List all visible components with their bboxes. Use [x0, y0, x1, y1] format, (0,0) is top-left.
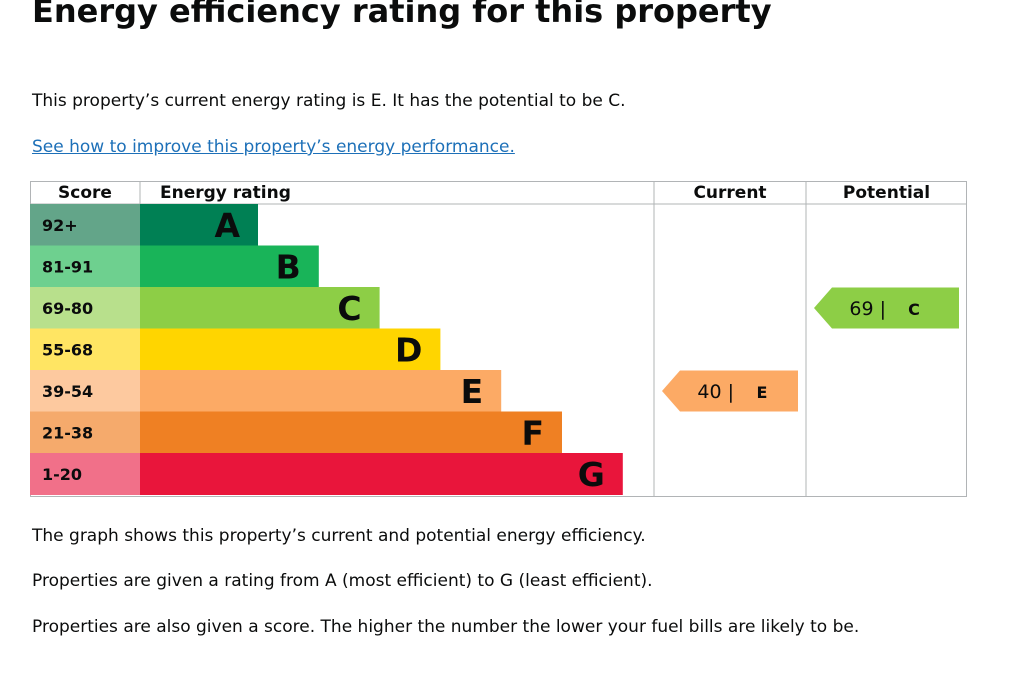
rating-letter-b: B — [276, 247, 301, 286]
rating-bar-b — [140, 245, 319, 288]
potential-rating-letter: C — [908, 300, 920, 319]
page-title: Energy efficiency rating for this proper… — [32, 0, 772, 30]
intro-text: This property’s current energy rating is… — [32, 91, 626, 111]
rating-letter-c: C — [337, 289, 361, 328]
rating-bar-f — [140, 411, 562, 454]
current-rating-letter: E — [757, 383, 768, 402]
header-energy-rating: Energy rating — [160, 183, 291, 203]
rating-letter-d: D — [395, 330, 422, 369]
score-range-label: 92+ — [42, 216, 78, 235]
improve-performance-link[interactable]: See how to improve this property’s energ… — [32, 137, 515, 157]
score-range-cell — [30, 287, 140, 329]
score-range-cell — [30, 453, 140, 495]
header-potential: Potential — [843, 183, 930, 203]
potential-score-label: 69 | — [849, 298, 886, 320]
explanation-graph: The graph shows this property’s current … — [32, 526, 646, 546]
current-score-label: 40 | — [697, 381, 734, 403]
energy-rating-chart: Score Energy rating Current Potential 92+ A 8… — [30, 181, 967, 497]
score-range-cell — [30, 370, 140, 412]
rating-bar-e — [140, 370, 502, 412]
rating-letter-g: G — [578, 455, 605, 494]
score-range-cell — [30, 204, 140, 246]
score-range-label: 69-80 — [42, 299, 93, 318]
score-range-label: 81-91 — [42, 257, 93, 276]
score-range-cell — [30, 411, 140, 454]
score-range-label: 39-54 — [42, 382, 93, 401]
rating-letter-a: A — [214, 206, 240, 245]
rating-markers: 40 | E 69 | C — [662, 287, 959, 412]
header-current: Current — [693, 183, 766, 203]
rating-bands: 92+ A 81-91 B 69-80 C 55-68 D 39-54 E 21-38 F 1-20 G — [30, 204, 623, 495]
potential-rating-arrow — [814, 287, 959, 329]
rating-letter-f: F — [521, 413, 544, 452]
score-range-cell — [30, 328, 140, 371]
chart-headers: Score Energy rating Current Potential — [58, 183, 930, 203]
score-range-cell — [30, 245, 140, 288]
rating-bar-a — [140, 204, 258, 246]
rating-bar-g — [140, 453, 623, 495]
score-range-label: 1-20 — [42, 465, 82, 484]
explanation-score: Properties are also given a score. The h… — [32, 617, 860, 637]
score-range-label: 55-68 — [42, 340, 93, 359]
rating-letter-e: E — [461, 372, 484, 411]
header-score: Score — [58, 183, 112, 203]
rating-bar-c — [140, 287, 380, 329]
rating-bar-d — [140, 328, 441, 371]
score-range-label: 21-38 — [42, 423, 93, 442]
explanation-rating: Properties are given a rating from A (mo… — [32, 571, 653, 591]
current-rating-arrow — [662, 370, 798, 412]
